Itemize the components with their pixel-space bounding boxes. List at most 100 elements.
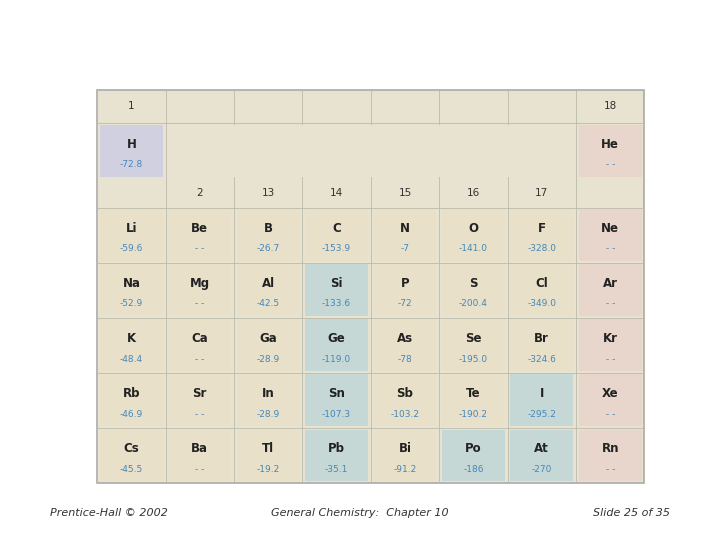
Text: -35.1: -35.1 (325, 465, 348, 474)
Bar (442, 430, 505, 481)
Text: Ge: Ge (328, 332, 346, 345)
Text: -26.7: -26.7 (256, 244, 280, 253)
Text: Pb: Pb (328, 442, 345, 455)
Text: 15: 15 (398, 188, 412, 198)
Text: Ba: Ba (192, 442, 208, 455)
Text: Ar: Ar (603, 277, 618, 290)
Text: Be: Be (192, 222, 208, 235)
Text: -270: -270 (531, 465, 552, 474)
Bar (305, 375, 368, 426)
Bar (510, 264, 573, 316)
Text: -328.0: -328.0 (527, 244, 557, 253)
Bar (579, 375, 642, 426)
Text: - -: - - (606, 355, 615, 363)
Bar (168, 209, 231, 261)
Bar (237, 430, 300, 481)
Bar (100, 375, 163, 426)
Text: Xe: Xe (602, 387, 618, 400)
Text: - -: - - (606, 410, 615, 418)
Text: - -: - - (606, 465, 615, 474)
Text: 13: 13 (261, 188, 275, 198)
Bar (168, 375, 231, 426)
Text: Rn: Rn (601, 442, 619, 455)
Bar (374, 430, 436, 481)
Text: Cl: Cl (536, 277, 548, 290)
Text: He: He (601, 138, 619, 151)
Text: - -: - - (195, 244, 204, 253)
Bar (510, 209, 573, 261)
Text: In: In (262, 387, 274, 400)
Text: Li: Li (126, 222, 137, 235)
Text: - -: - - (606, 160, 615, 169)
Bar (442, 264, 505, 316)
Bar (374, 264, 436, 316)
Text: 17: 17 (535, 188, 549, 198)
Bar (168, 319, 231, 371)
Text: -153.9: -153.9 (322, 244, 351, 253)
Bar (305, 319, 368, 371)
Text: First Electron Affinities: First Electron Affinities (176, 25, 544, 52)
Bar (579, 125, 642, 177)
Text: Prentice-Hall © 2002: Prentice-Hall © 2002 (50, 508, 168, 518)
Text: Mg: Mg (190, 277, 210, 290)
Text: Rb: Rb (122, 387, 140, 400)
Bar (579, 264, 642, 316)
Bar (442, 209, 505, 261)
Text: Na: Na (122, 277, 140, 290)
Text: - -: - - (195, 355, 204, 363)
Text: - -: - - (195, 300, 204, 308)
Bar (579, 319, 642, 371)
Text: -28.9: -28.9 (256, 410, 280, 418)
Text: Ca: Ca (192, 332, 208, 345)
Text: -103.2: -103.2 (390, 410, 420, 418)
Text: 16: 16 (467, 188, 480, 198)
Text: -46.9: -46.9 (120, 410, 143, 418)
Bar (237, 319, 300, 371)
Text: I: I (539, 387, 544, 400)
Text: Si: Si (330, 277, 343, 290)
Text: P: P (401, 277, 409, 290)
Text: - -: - - (606, 244, 615, 253)
Text: -200.4: -200.4 (459, 300, 488, 308)
Text: Sr: Sr (193, 387, 207, 400)
Bar (97, 90, 644, 483)
Text: General Chemistry:  Chapter 10: General Chemistry: Chapter 10 (271, 508, 449, 518)
Bar (510, 430, 573, 481)
Text: Br: Br (534, 332, 549, 345)
Bar (510, 319, 573, 371)
Text: -48.4: -48.4 (120, 355, 143, 363)
Text: -324.6: -324.6 (527, 355, 557, 363)
Bar (510, 375, 573, 426)
Bar (374, 319, 436, 371)
Text: -190.2: -190.2 (459, 410, 488, 418)
Text: -107.3: -107.3 (322, 410, 351, 418)
Text: -7: -7 (400, 244, 410, 253)
Bar (579, 430, 642, 481)
Text: - -: - - (195, 410, 204, 418)
Text: -52.9: -52.9 (120, 300, 143, 308)
Text: 18: 18 (603, 102, 617, 111)
Bar (100, 125, 163, 177)
Text: -133.6: -133.6 (322, 300, 351, 308)
Text: K: K (127, 332, 136, 345)
Text: H: H (127, 138, 136, 151)
Text: -349.0: -349.0 (527, 300, 557, 308)
Text: F: F (538, 222, 546, 235)
Bar (305, 209, 368, 261)
Text: 1: 1 (128, 102, 135, 111)
Text: B: B (264, 222, 273, 235)
Text: As: As (397, 332, 413, 345)
Bar (442, 319, 505, 371)
Bar (579, 209, 642, 261)
Text: At: At (534, 442, 549, 455)
Bar (100, 264, 163, 316)
Text: -91.2: -91.2 (393, 465, 417, 474)
Text: 2: 2 (197, 188, 203, 198)
Text: C: C (332, 222, 341, 235)
Bar (237, 209, 300, 261)
Text: S: S (469, 277, 477, 290)
Bar (168, 125, 573, 177)
Text: Ne: Ne (601, 222, 619, 235)
Bar (305, 264, 368, 316)
Text: -45.5: -45.5 (120, 465, 143, 474)
